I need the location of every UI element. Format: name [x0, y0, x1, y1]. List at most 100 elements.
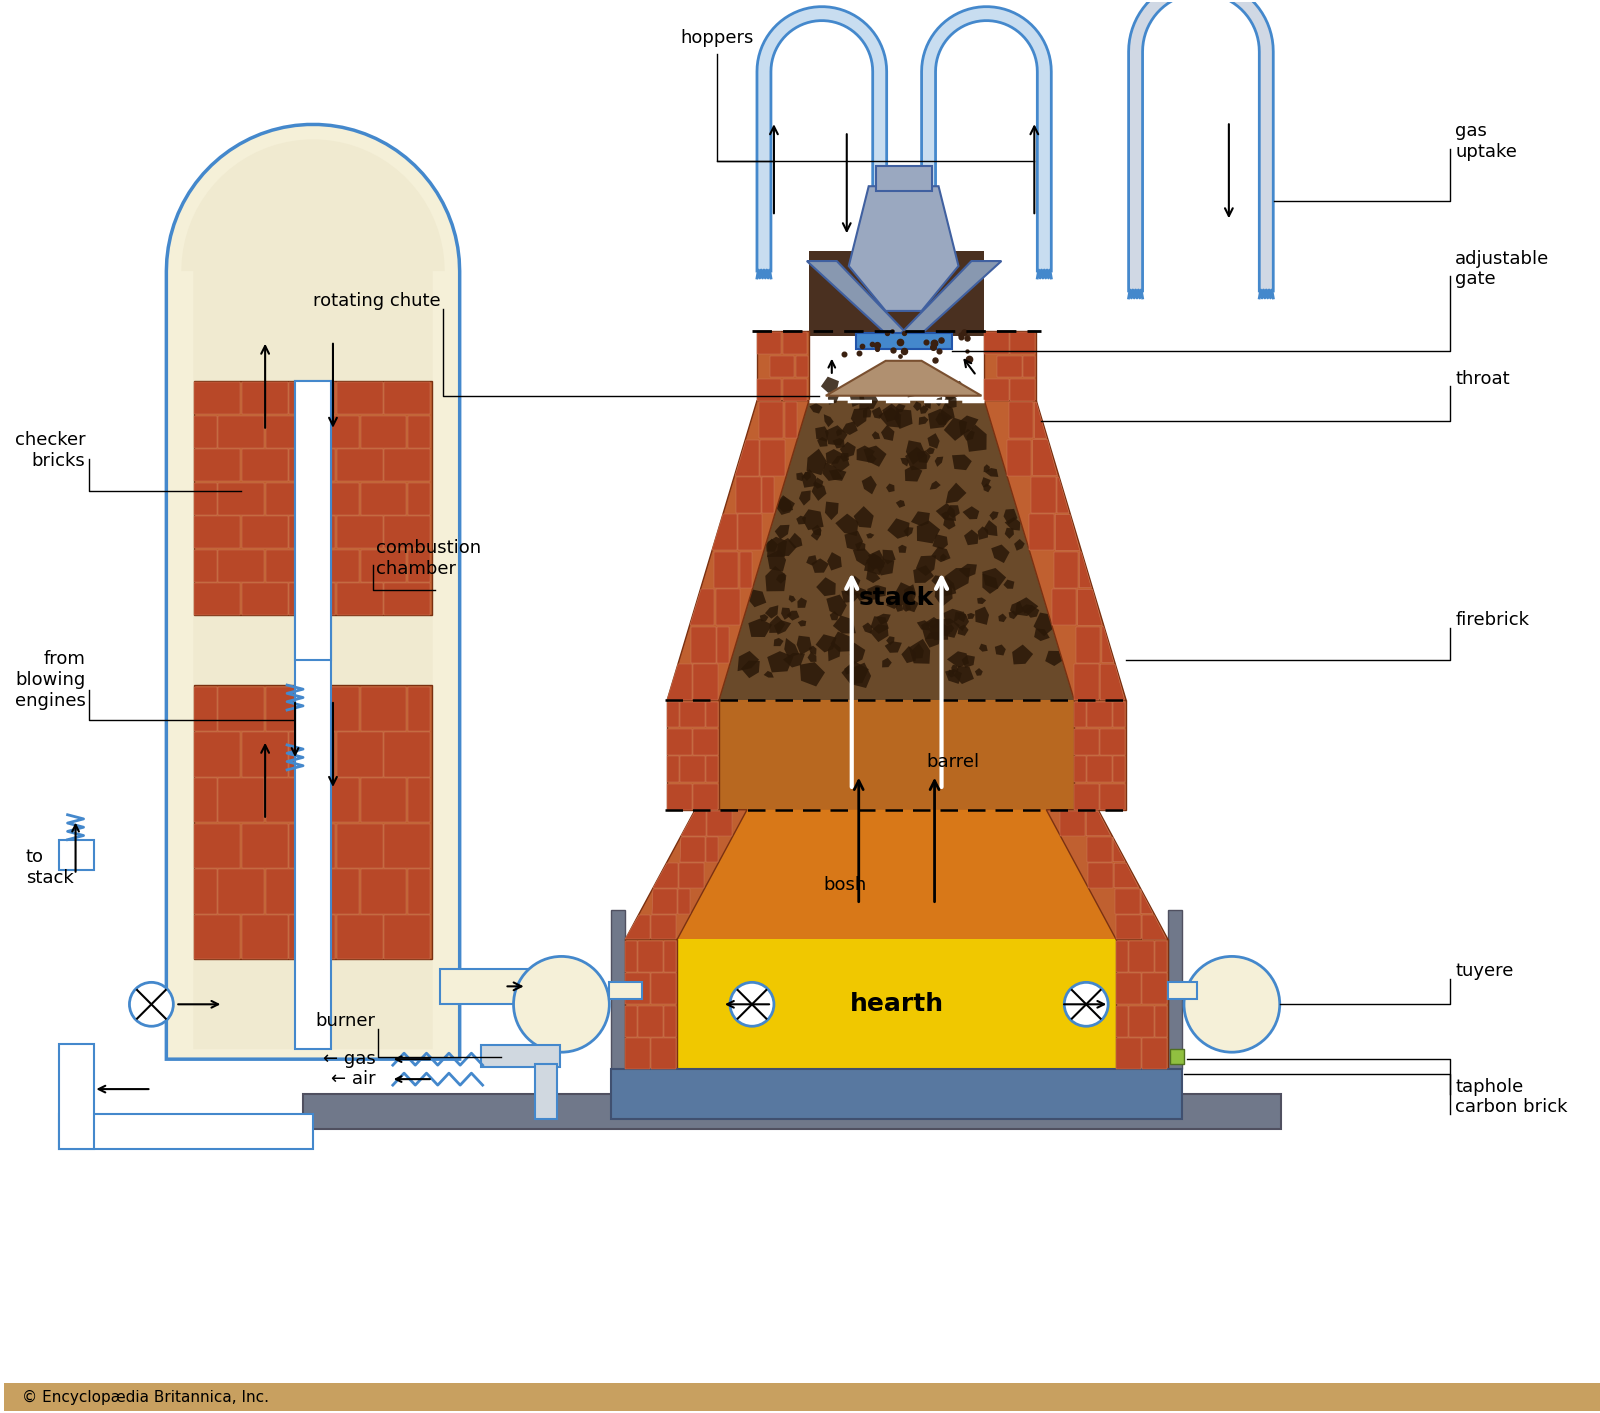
Polygon shape	[1051, 589, 1077, 625]
Bar	[294, 380, 331, 1050]
Bar	[611, 910, 626, 1070]
Bar	[626, 1006, 637, 1037]
Polygon shape	[930, 480, 941, 490]
Polygon shape	[782, 332, 808, 355]
Polygon shape	[835, 513, 858, 536]
Text: burner: burner	[315, 1012, 376, 1030]
Polygon shape	[715, 589, 741, 625]
Polygon shape	[896, 500, 906, 507]
Polygon shape	[818, 437, 827, 447]
Polygon shape	[958, 564, 978, 578]
Bar	[680, 756, 704, 783]
Polygon shape	[1034, 613, 1056, 636]
Polygon shape	[787, 610, 800, 620]
Bar	[1114, 756, 1125, 783]
Polygon shape	[872, 407, 883, 418]
Polygon shape	[763, 671, 774, 678]
Bar	[218, 415, 264, 448]
Polygon shape	[802, 509, 824, 530]
Bar	[360, 687, 406, 731]
Polygon shape	[963, 506, 979, 520]
Polygon shape	[653, 889, 677, 914]
Polygon shape	[864, 557, 877, 572]
Bar	[290, 516, 336, 548]
Polygon shape	[998, 613, 1006, 622]
Bar	[194, 380, 432, 615]
Polygon shape	[928, 434, 939, 448]
Polygon shape	[978, 598, 986, 605]
Polygon shape	[946, 483, 966, 503]
Circle shape	[130, 982, 173, 1026]
Polygon shape	[942, 627, 950, 636]
Polygon shape	[811, 527, 821, 541]
Bar	[667, 699, 718, 810]
Polygon shape	[882, 425, 894, 441]
Polygon shape	[850, 389, 866, 407]
Polygon shape	[810, 266, 984, 331]
Polygon shape	[867, 455, 877, 463]
Polygon shape	[979, 644, 987, 651]
Polygon shape	[894, 261, 1002, 341]
Polygon shape	[714, 552, 738, 588]
Polygon shape	[1008, 610, 1018, 619]
Polygon shape	[757, 331, 810, 401]
Polygon shape	[906, 465, 922, 482]
Bar	[610, 982, 642, 999]
Polygon shape	[816, 634, 837, 653]
Bar	[336, 449, 382, 482]
Polygon shape	[864, 445, 886, 466]
Polygon shape	[904, 584, 917, 602]
Polygon shape	[736, 478, 760, 513]
Polygon shape	[901, 646, 915, 663]
Bar	[360, 869, 406, 914]
Bar	[59, 839, 93, 869]
Polygon shape	[870, 616, 888, 634]
Bar	[360, 550, 406, 582]
Polygon shape	[1045, 651, 1062, 666]
Bar	[314, 550, 358, 582]
Text: adjustable
gate: adjustable gate	[1456, 250, 1549, 288]
Polygon shape	[166, 124, 459, 1060]
Polygon shape	[845, 586, 856, 596]
Bar	[194, 916, 240, 959]
Bar	[294, 380, 331, 660]
Polygon shape	[781, 608, 792, 620]
Polygon shape	[1034, 629, 1050, 642]
Polygon shape	[882, 658, 891, 667]
Polygon shape	[952, 455, 971, 471]
Bar	[242, 383, 288, 414]
Polygon shape	[944, 568, 970, 591]
Polygon shape	[901, 458, 909, 466]
Polygon shape	[1046, 810, 1168, 940]
Bar	[266, 869, 312, 914]
Bar	[194, 483, 216, 514]
Polygon shape	[651, 916, 675, 940]
Polygon shape	[1003, 579, 1014, 589]
Polygon shape	[784, 639, 800, 657]
Text: rotating chute: rotating chute	[314, 292, 440, 309]
Polygon shape	[678, 889, 690, 914]
Polygon shape	[886, 483, 894, 492]
Bar	[1142, 1039, 1166, 1070]
Text: to
stack: to stack	[26, 848, 74, 887]
Polygon shape	[984, 332, 1010, 355]
Polygon shape	[707, 811, 731, 835]
Polygon shape	[917, 620, 930, 630]
Polygon shape	[862, 476, 877, 495]
Polygon shape	[866, 552, 885, 569]
Polygon shape	[952, 664, 958, 673]
Bar	[384, 732, 430, 777]
Bar	[336, 516, 382, 548]
Polygon shape	[939, 577, 957, 596]
Polygon shape	[984, 520, 997, 536]
Polygon shape	[915, 555, 936, 577]
Bar	[664, 1006, 675, 1037]
Polygon shape	[851, 408, 867, 427]
Polygon shape	[1014, 538, 1024, 551]
Polygon shape	[774, 620, 790, 634]
Polygon shape	[760, 615, 768, 622]
Polygon shape	[917, 451, 931, 463]
Polygon shape	[826, 449, 843, 463]
Polygon shape	[830, 612, 838, 620]
Text: hearth: hearth	[850, 992, 944, 1016]
